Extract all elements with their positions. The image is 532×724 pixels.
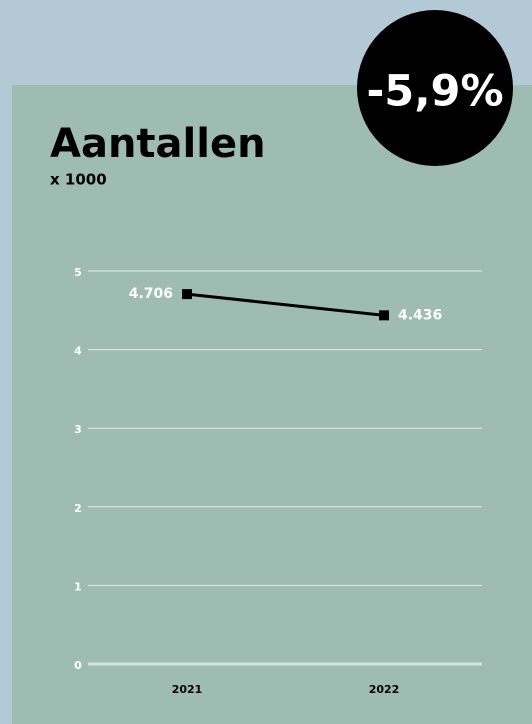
x-tick-label: 2021 [172,683,203,696]
marker [182,289,192,300]
data-label: 4.436 [398,307,442,323]
line [186,292,385,317]
marker [379,310,389,321]
y-tick-label: 0 [74,659,82,672]
chart-subtitle: x 1000 [50,171,107,189]
badge [357,10,513,166]
y-tick-label: 3 [74,423,82,436]
x-tick-label: 2022 [369,683,400,696]
data-label: 4.706 [129,286,173,302]
y-tick-label: 1 [74,580,82,593]
y-tick-label: 2 [74,502,82,515]
chart-title: Aantallen [50,121,266,167]
y-tick-label: 5 [74,266,82,279]
y-tick-label: 4 [74,345,82,358]
card [12,85,532,724]
badge-text: -5,9% [366,67,503,117]
